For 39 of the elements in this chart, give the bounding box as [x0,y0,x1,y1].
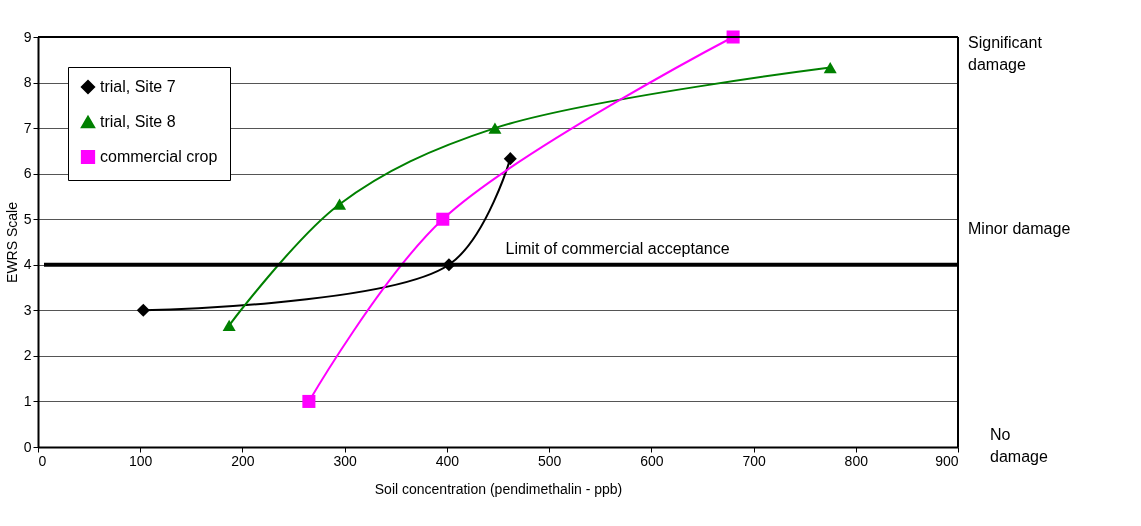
y-tick-label: 8 [23,74,32,91]
x-tick-label: 200 [231,452,255,469]
point [726,30,740,44]
y-tick-label: 7 [23,119,32,136]
legend-label: trial, Site 8 [100,113,176,130]
text: Minor damage [968,220,1071,237]
y-tick-label: 0 [23,438,32,455]
text: No damage [990,426,1048,465]
y-tick-label: 5 [23,210,32,227]
point [442,258,456,272]
x-tick-label: 600 [640,452,664,469]
y-tick-label: 9 [23,28,32,45]
y-tick-label: 2 [23,347,32,364]
ref-line-label: Limit of commercial acceptance [505,239,730,257]
x-tick-label: 500 [537,452,562,469]
legend-label: trial, Site 7 [100,78,176,95]
point [222,319,236,332]
y-tick-label: 6 [23,165,32,182]
x-tick-label: 0 [38,452,47,469]
x-tick-label: 900 [935,452,959,469]
point [503,152,517,166]
x-axis-title: Soil concentration (pendimethalin - ppb) [374,480,623,497]
text: Significant damage [968,34,1043,73]
y-tick-label: 4 [23,256,32,273]
x-tick-label: 800 [844,452,869,469]
point [823,61,837,74]
y-tick-label: 3 [23,301,32,318]
x-tick-label: 100 [129,452,153,469]
y-tick-label: 1 [23,392,32,409]
point [136,303,150,317]
point [488,122,502,134]
x-tick-label: 300 [333,452,358,469]
x-tick-label: 400 [435,452,460,469]
y-axis-title: EWRS Scale [3,201,20,283]
point [436,212,450,226]
x-tick-label: 700 [742,452,766,469]
point [333,198,347,210]
point [302,394,316,408]
legend-label: commercial crop [100,148,218,165]
